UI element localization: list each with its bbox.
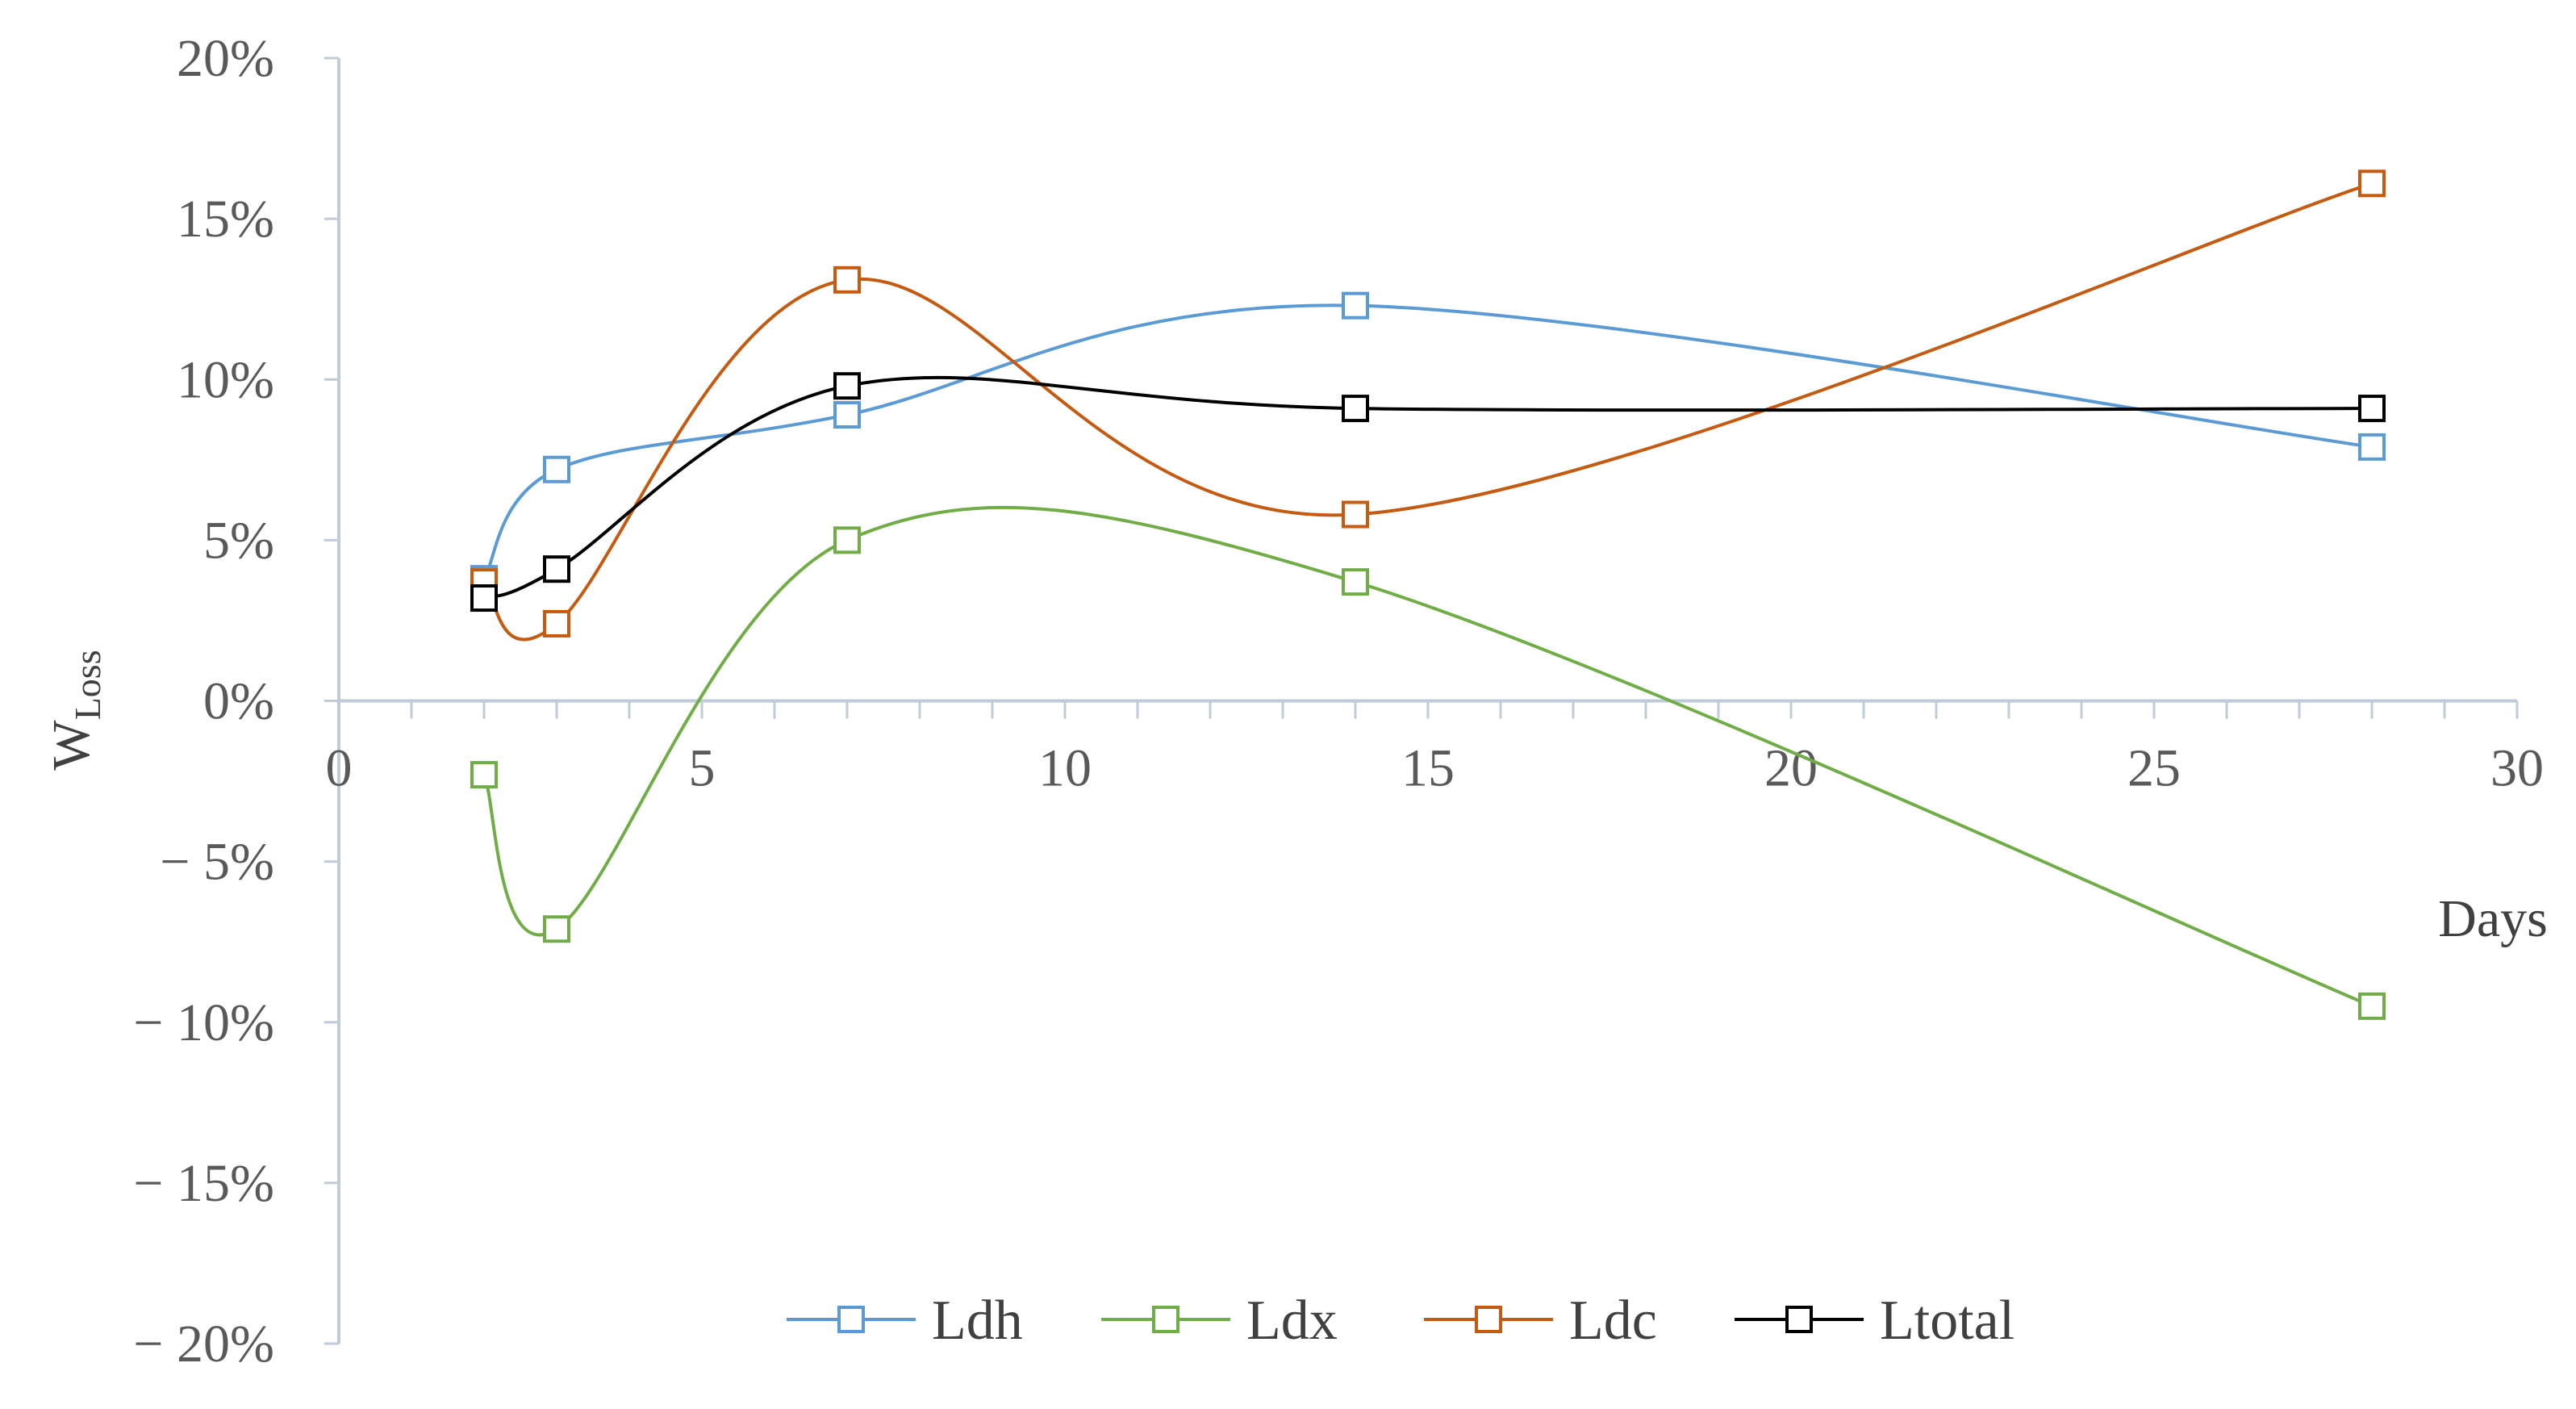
tick-labels: 20% 15% 10% 5% 0% − 5% − 10% − 15% − 20% 0 5 10 15 20… bbox=[133, 29, 2544, 1373]
series-line-ltotal bbox=[483, 375, 2373, 600]
data-point-ltotal bbox=[470, 584, 498, 613]
y-axis-title-main: W bbox=[42, 720, 101, 771]
axes bbox=[324, 56, 2519, 1345]
data-point-ldx bbox=[833, 526, 861, 554]
y-ticks bbox=[324, 56, 339, 1345]
y-tick-label: 5% bbox=[203, 511, 274, 570]
y-tick-label: 10% bbox=[177, 350, 274, 409]
legend-item-ldx: Ldx bbox=[1101, 1290, 1338, 1352]
x-tick-label: 0 bbox=[326, 739, 353, 798]
data-point-ltotal bbox=[2358, 395, 2386, 423]
legend-label-ldx: Ldx bbox=[1246, 1290, 1338, 1352]
y-tick-label: 0% bbox=[203, 672, 274, 731]
legend-item-ldc: Ldc bbox=[1424, 1290, 1657, 1352]
data-point-ldx bbox=[2358, 992, 2386, 1020]
data-point-ltotal bbox=[1342, 395, 1369, 423]
data-point-ldx bbox=[1342, 568, 1369, 596]
series-line-ldc bbox=[482, 182, 2373, 642]
series-ltotal bbox=[470, 372, 2386, 613]
data-point-ltotal bbox=[543, 555, 570, 583]
series-ldc bbox=[470, 169, 2386, 642]
y-tick-label: − 5% bbox=[160, 833, 274, 892]
data-point-ldx bbox=[543, 915, 570, 943]
data-point-ldh bbox=[833, 401, 861, 429]
series-ldx bbox=[470, 505, 2386, 1020]
legend-marker-ldh bbox=[837, 1306, 865, 1333]
series-line-ldh bbox=[482, 303, 2373, 580]
y-axis-title: WLoss bbox=[42, 650, 108, 770]
y-tick-label: 20% bbox=[177, 29, 274, 88]
x-tick-label: 30 bbox=[2490, 739, 2544, 798]
data-point-ldc bbox=[2358, 169, 2386, 198]
series-ldh bbox=[470, 291, 2386, 593]
data-point-ldc bbox=[833, 265, 861, 294]
data-point-ltotal bbox=[833, 372, 861, 400]
y-tick-label: 15% bbox=[177, 190, 274, 249]
legend-label-ldc: Ldc bbox=[1569, 1290, 1657, 1352]
data-point-ldc bbox=[1342, 500, 1369, 529]
legend-item-ltotal: Ltotal bbox=[1735, 1290, 2014, 1352]
x-axis-title: Days bbox=[2438, 889, 2548, 948]
x-tick-label: 25 bbox=[2127, 739, 2181, 798]
data-point-ldx bbox=[470, 761, 498, 789]
legend: Ldh Ldx Ldc Ltotal bbox=[787, 1290, 2014, 1352]
y-tick-label: − 10% bbox=[133, 993, 274, 1052]
legend-marker-ltotal bbox=[1785, 1306, 1813, 1333]
legend-marker-ldx bbox=[1152, 1306, 1179, 1333]
legend-label-ltotal: Ltotal bbox=[1880, 1290, 2014, 1352]
series-layer bbox=[470, 169, 2386, 1020]
x-tick-label: 10 bbox=[1038, 739, 1092, 798]
legend-item-ldh: Ldh bbox=[787, 1290, 1023, 1352]
data-point-ldc bbox=[543, 609, 570, 638]
x-tick-label: 5 bbox=[689, 739, 716, 798]
y-axis-title-subscript: Loss bbox=[67, 650, 108, 720]
legend-label-ldh: Ldh bbox=[932, 1290, 1023, 1352]
data-point-ldh bbox=[2358, 433, 2386, 461]
x-minor-ticks bbox=[337, 700, 2519, 719]
data-point-ldh bbox=[1342, 291, 1369, 320]
legend-marker-ldc bbox=[1475, 1306, 1502, 1333]
data-point-ldh bbox=[543, 455, 570, 483]
y-tick-label: − 15% bbox=[133, 1154, 274, 1213]
x-tick-label: 15 bbox=[1401, 739, 1455, 798]
x-tick-label: 20 bbox=[1764, 739, 1818, 798]
y-tick-label: − 20% bbox=[133, 1315, 274, 1373]
